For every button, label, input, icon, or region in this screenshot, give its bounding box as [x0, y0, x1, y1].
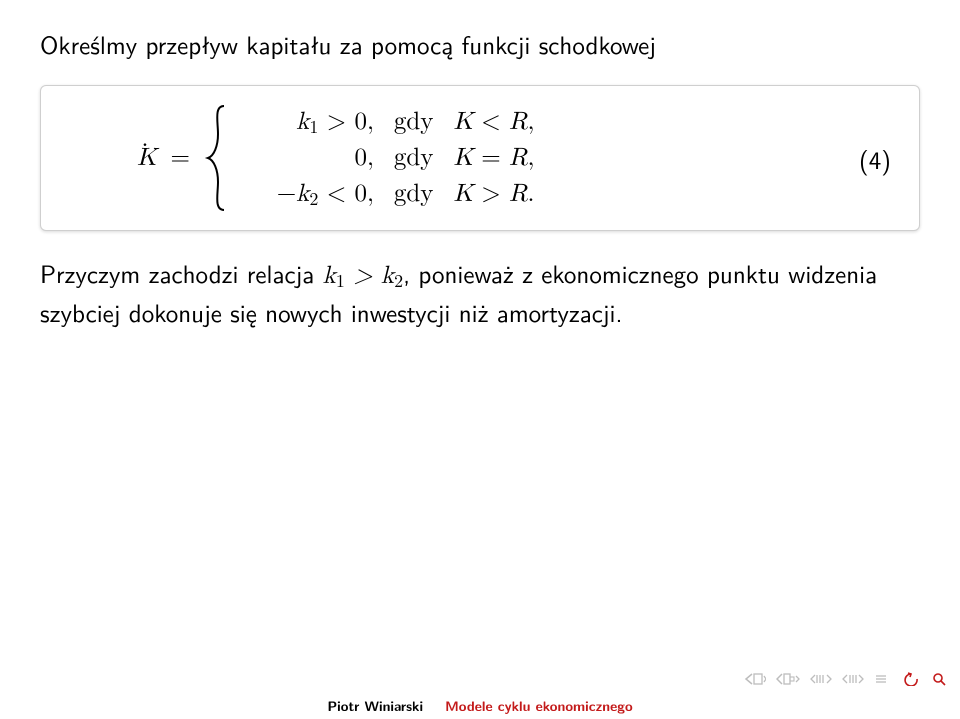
equals-sign: = — [170, 143, 189, 173]
k1-symbol: k1 — [323, 263, 345, 288]
followup-paragraph: Przyczym zachodzi relacja k1 > k2, ponie… — [40, 255, 920, 331]
kdot-symbol: · K — [137, 143, 156, 173]
equation-number: (4) — [859, 140, 895, 177]
cases-grid: k1 > 0, gdy K < R, 0, gdy K = R, −k2 < 0… — [244, 107, 564, 209]
left-brace-icon — [204, 104, 230, 212]
case3-mid: gdy — [394, 179, 434, 209]
case3-right: K > R. — [454, 179, 564, 209]
case2-right: K = R, — [454, 143, 564, 173]
case3-left: −k2 < 0, — [244, 179, 374, 209]
para-pre: Przyczym zachodzi relacja — [40, 254, 323, 291]
case2-mid: gdy — [394, 143, 434, 173]
equation-math: · K = k1 > 0, gdy K < R, 0, gdy K = R, −… — [137, 104, 564, 212]
footer-title: Modele cyklu ekonomicznego — [445, 696, 633, 716]
k2-symbol: k2 — [381, 263, 403, 288]
footer: Piotr Winiarski Modele cyklu ekonomiczne… — [0, 683, 960, 719]
gt-symbol: > — [345, 263, 381, 288]
case1-left: k1 > 0, — [244, 107, 374, 137]
equation-block: · K = k1 > 0, gdy K < R, 0, gdy K = R, −… — [40, 85, 920, 231]
case2-left: 0, — [244, 143, 374, 173]
case1-right: K < R, — [454, 107, 564, 137]
footer-author: Piotr Winiarski — [327, 696, 423, 716]
case1-mid: gdy — [394, 107, 434, 137]
intro-text: Określmy przepływ kapitału za pomocą fun… — [40, 26, 920, 61]
